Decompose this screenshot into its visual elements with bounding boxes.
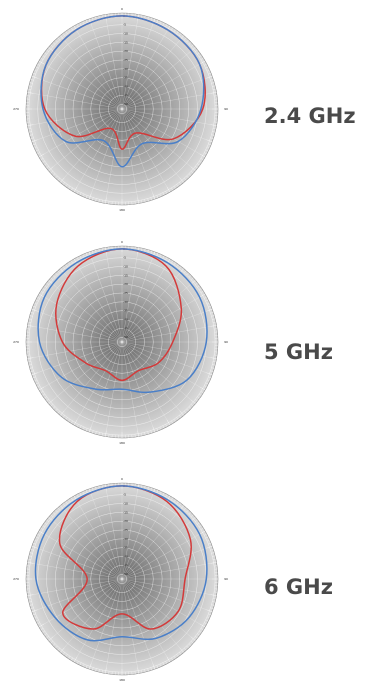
ring-label: -45 <box>123 563 128 567</box>
angle-label: 90 <box>224 340 228 344</box>
band-label-6ghz: 6 GHz <box>264 575 333 599</box>
ring-label: -30 <box>123 67 128 71</box>
ring-label: -40 <box>123 318 128 322</box>
ring-label: -35 <box>123 309 128 313</box>
ring-label: -40 <box>123 555 128 559</box>
ring-label: -15 <box>123 273 128 277</box>
angle-label: 0 <box>121 477 123 481</box>
angle-label: 270 <box>13 577 19 581</box>
ring-label: -10 <box>123 265 128 269</box>
ring-label: -5 <box>123 493 126 497</box>
angle-label: 180 <box>119 208 125 212</box>
angle-label: 0 <box>121 7 123 11</box>
angle-label: 0 <box>121 240 123 244</box>
angle-label: 90 <box>224 107 228 111</box>
angle-label: 180 <box>119 441 125 445</box>
ring-label: -40 <box>123 85 128 89</box>
band-label-5ghz: 5 GHz <box>264 340 333 364</box>
ring-label: -25 <box>123 58 128 62</box>
angle-label: 180 <box>119 678 125 682</box>
ring-label: -50 <box>123 102 128 106</box>
ring-label: -5 <box>123 256 126 260</box>
ring-label: -45 <box>123 93 128 97</box>
ring-label: -35 <box>123 546 128 550</box>
ring-label: -25 <box>123 291 128 295</box>
ring-label: -30 <box>123 537 128 541</box>
ring-label: -10 <box>123 32 128 36</box>
ring-label: -20 <box>123 49 128 53</box>
ring-label: -25 <box>123 528 128 532</box>
ring-label: -30 <box>123 300 128 304</box>
ring-label: -5 <box>123 23 126 27</box>
angle-label: 270 <box>13 340 19 344</box>
ring-label: -50 <box>123 335 128 339</box>
ring-label: -15 <box>123 40 128 44</box>
angle-label: 90 <box>224 577 228 581</box>
ring-label: -20 <box>123 282 128 286</box>
angle-label: 270 <box>13 107 19 111</box>
band-label-2-4ghz: 2.4 GHz <box>264 104 356 128</box>
ring-label: -45 <box>123 326 128 330</box>
ring-label: -35 <box>123 76 128 80</box>
ring-label: -15 <box>123 510 128 514</box>
ring-label: -10 <box>123 502 128 506</box>
ring-label: -50 <box>123 572 128 576</box>
ring-label: -20 <box>123 519 128 523</box>
